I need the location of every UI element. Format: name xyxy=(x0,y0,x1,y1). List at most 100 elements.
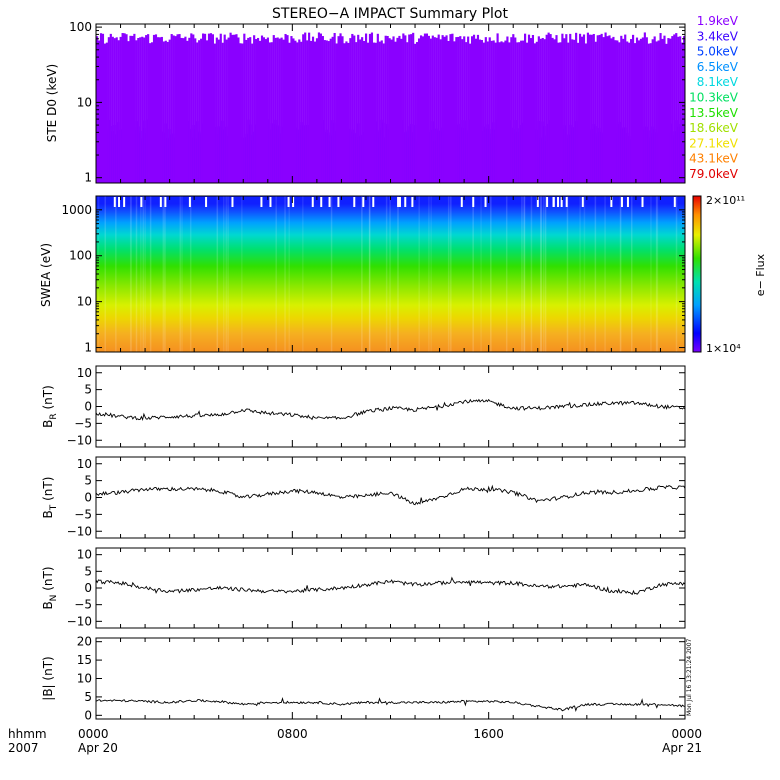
ste-bar-1.9keV xyxy=(600,33,603,183)
swea-time-streak xyxy=(361,196,363,352)
ste-bar-1.9keV xyxy=(635,37,639,184)
ste-bar-1.9keV xyxy=(665,43,668,183)
swea-time-streak xyxy=(368,196,371,352)
ste-bar-1.9keV xyxy=(504,40,507,183)
swea-time-streak xyxy=(397,196,399,352)
swea-data-gap xyxy=(560,197,563,207)
ste-bar-1.9keV xyxy=(186,40,189,183)
ste-bar-1.9keV xyxy=(575,32,578,183)
ste-legend-item: 27.1keV xyxy=(689,136,739,150)
ste-bar-1.9keV xyxy=(551,37,554,183)
ste-bar-1.9keV xyxy=(292,38,295,183)
ste-bar-1.9keV xyxy=(135,40,138,183)
ste-bar-1.9keV xyxy=(661,38,664,183)
ste-bar-1.9keV xyxy=(343,43,346,183)
ste-bar-1.9keV xyxy=(192,34,195,183)
ste-bar-1.9keV xyxy=(231,34,234,183)
mag-tick-label: 5 xyxy=(84,474,92,488)
swea-tick-label: 100 xyxy=(69,249,92,263)
ste-bar-1.9keV xyxy=(419,35,423,183)
timestamp-label: Mon Jul 16 13:21:24 2007 xyxy=(686,638,693,716)
swea-data-gap xyxy=(205,197,208,207)
colorbar-min-label: 1×10⁴ xyxy=(706,342,741,355)
ste-bar-1.9keV xyxy=(645,37,648,183)
swea-data-gap xyxy=(159,197,162,207)
ste-bar-1.9keV xyxy=(404,35,407,184)
swea-time-streak xyxy=(540,196,542,352)
swea-data-gap xyxy=(472,197,475,207)
ste-bar-1.9keV xyxy=(455,37,458,183)
ste-bar-1.9keV xyxy=(388,38,391,183)
ste-bar-1.9keV xyxy=(255,39,258,183)
ste-bar-1.9keV xyxy=(512,34,515,183)
ste-bar-1.9keV xyxy=(166,41,169,184)
mag-trace-bmag xyxy=(95,697,686,712)
swea-data-gap xyxy=(536,197,539,207)
ste-bar-1.9keV xyxy=(180,37,183,183)
ste-bar-1.9keV xyxy=(156,37,160,184)
ste-bar-1.9keV xyxy=(514,37,517,183)
ste-bar-1.9keV xyxy=(508,42,511,183)
ste-bar-1.9keV xyxy=(643,32,646,184)
ste-bar-1.9keV xyxy=(286,35,289,183)
ste-bar-1.9keV xyxy=(321,36,324,183)
ste-bar-1.9keV xyxy=(97,40,101,183)
ste-bar-1.9keV xyxy=(351,33,354,184)
ste-bar-1.9keV xyxy=(107,37,110,183)
ste-bar-1.9keV xyxy=(258,40,262,183)
ste-bar-1.9keV xyxy=(431,35,434,183)
ste-bar-1.9keV xyxy=(610,38,613,183)
ste-bar-1.9keV xyxy=(563,38,566,184)
ste-legend-item: 43.1keV xyxy=(689,152,739,166)
swea-time-streak xyxy=(540,196,542,352)
ste-bar-1.9keV xyxy=(294,40,297,183)
ste-bar-1.9keV xyxy=(315,38,319,184)
ste-bar-1.9keV xyxy=(288,42,291,183)
mag-tick-label: −10 xyxy=(67,433,92,447)
swea-time-streak xyxy=(368,196,371,352)
date-tick-label: Apr 20 xyxy=(78,741,118,755)
ste-bar-1.9keV xyxy=(115,37,118,183)
ste-bar-1.9keV xyxy=(325,40,328,183)
ste-bar-1.9keV xyxy=(608,35,611,183)
ste-bar-1.9keV xyxy=(347,42,350,183)
mag-ylabel-bt: BT (nT) xyxy=(41,477,59,519)
swea-time-streak xyxy=(650,196,652,352)
ste-bar-1.9keV xyxy=(531,34,535,183)
ste-bar-1.9keV xyxy=(390,39,393,183)
ste-bar-1.9keV xyxy=(190,33,193,184)
ste-bar-1.9keV xyxy=(308,32,311,183)
ste-bar-1.9keV xyxy=(429,38,432,184)
swea-spectrogram xyxy=(96,196,685,352)
ste-bar-1.9keV xyxy=(170,34,173,183)
ste-bar-1.9keV xyxy=(476,34,480,183)
ste-bar-1.9keV xyxy=(247,37,250,184)
mag-trace-bn xyxy=(95,576,686,596)
ste-bar-1.9keV xyxy=(543,39,546,183)
ste-bar-1.9keV xyxy=(272,35,275,183)
ste-legend-item: 79.0keV xyxy=(689,167,739,181)
ste-bar-1.9keV xyxy=(143,37,146,183)
ste-bar-1.9keV xyxy=(596,35,599,184)
swea-time-streak xyxy=(385,196,388,352)
swea-time-streak xyxy=(115,196,117,352)
ste-bar-1.9keV xyxy=(396,37,399,183)
ste-bar-1.9keV xyxy=(441,35,444,183)
ste-bar-1.9keV xyxy=(302,34,305,183)
ste-bar-1.9keV xyxy=(427,35,430,184)
ste-bar-1.9keV xyxy=(196,42,199,184)
ste-bar-1.9keV xyxy=(486,41,489,183)
ste-bar-1.9keV xyxy=(366,42,370,183)
ste-bar-1.9keV xyxy=(374,42,377,183)
time-tick-label: 0000 xyxy=(671,727,702,741)
mag-ylabel-sub: R xyxy=(49,413,59,419)
ste-bar-1.9keV xyxy=(339,33,342,183)
mag-tick-label: 10 xyxy=(77,457,92,471)
ste-bar-1.9keV xyxy=(205,40,209,183)
ste-bar-1.9keV xyxy=(164,40,167,183)
ste-bar-1.9keV xyxy=(602,37,605,184)
ste-bar-1.9keV xyxy=(559,42,562,183)
